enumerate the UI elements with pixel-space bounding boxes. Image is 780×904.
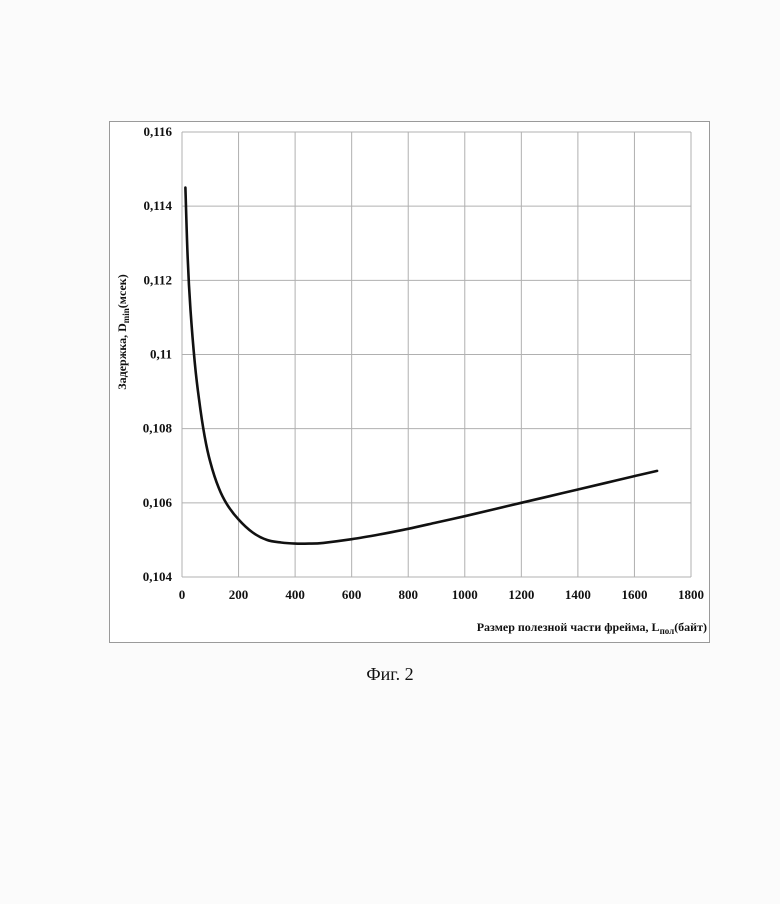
- x-tick-label: 800: [398, 587, 418, 602]
- series-line-0: [185, 188, 657, 544]
- x-tick-label: 600: [342, 587, 362, 602]
- x-tick-label: 1600: [621, 587, 647, 602]
- chart-svg: 0,104 0,106 0,108 0,11 0,112 0,114 0,116 0 200 4…: [110, 122, 711, 644]
- chart-frame: 0,104 0,106 0,108 0,11 0,112 0,114 0,116 0 200 4…: [109, 121, 710, 643]
- y-axis-label: Задержка, Dmin(мсек): [115, 274, 131, 389]
- y-tick-label: 0,108: [143, 421, 173, 436]
- grid: [182, 132, 691, 577]
- x-tick-label: 200: [229, 587, 249, 602]
- x-tick-label: 1400: [565, 587, 591, 602]
- x-tick-labels: 0 200 400 600 800 1000 1200 1400 1600 1800: [179, 587, 704, 602]
- x-axis-label: Размер полезной части фрейма, Lпол(байт): [477, 620, 707, 636]
- x-tick-label: 0: [179, 587, 186, 602]
- series-group: [185, 188, 657, 544]
- x-tick-label: 1200: [508, 587, 534, 602]
- figure-caption: Фиг. 2: [0, 664, 780, 685]
- y-tick-label: 0,11: [150, 347, 172, 362]
- x-tick-label: 1800: [678, 587, 704, 602]
- y-tick-labels: 0,104 0,106 0,108 0,11 0,112 0,114 0,116: [143, 124, 173, 584]
- y-tick-label: 0,104: [143, 569, 173, 584]
- y-tick-label: 0,116: [143, 124, 172, 139]
- y-tick-label: 0,114: [143, 198, 172, 213]
- x-tick-label: 1000: [452, 587, 478, 602]
- y-tick-label: 0,106: [143, 495, 173, 510]
- y-tick-label: 0,112: [143, 272, 172, 287]
- x-tick-label: 400: [285, 587, 305, 602]
